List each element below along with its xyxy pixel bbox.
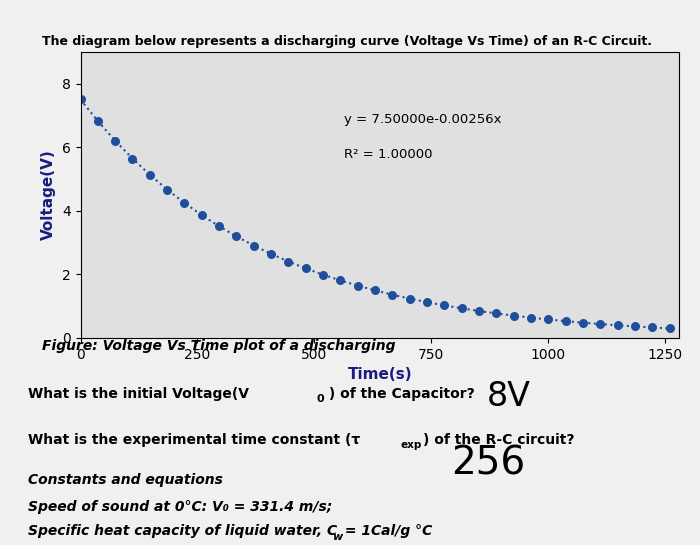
Point xyxy=(647,323,658,332)
Point xyxy=(542,315,554,324)
Text: R² = 1.00000: R² = 1.00000 xyxy=(344,148,433,161)
Point xyxy=(578,318,589,327)
Y-axis label: Voltage(V): Voltage(V) xyxy=(41,149,56,240)
Text: Speed of sound at 0°C: V₀ = 331.4 m/s;: Speed of sound at 0°C: V₀ = 331.4 m/s; xyxy=(28,500,332,514)
Point xyxy=(421,298,433,306)
Point xyxy=(179,198,190,207)
Point xyxy=(92,117,104,125)
Point xyxy=(629,322,641,331)
X-axis label: Time(s): Time(s) xyxy=(347,367,412,382)
Point xyxy=(231,232,242,241)
Point xyxy=(491,309,502,318)
Text: 256: 256 xyxy=(452,444,526,482)
Text: 8V: 8V xyxy=(486,380,531,413)
Text: Figure: Voltage Vs Time plot of a discharging: Figure: Voltage Vs Time plot of a discha… xyxy=(42,339,395,353)
Text: What is the initial Voltage(V: What is the initial Voltage(V xyxy=(28,387,249,401)
Text: = 1Cal/g °C: = 1Cal/g °C xyxy=(340,524,432,538)
Point xyxy=(439,301,450,310)
Point xyxy=(196,211,207,220)
Text: The diagram below represents a discharging curve (Voltage Vs Time) of an R-C Cir: The diagram below represents a dischargi… xyxy=(42,35,652,49)
Point xyxy=(75,95,86,104)
Text: exp: exp xyxy=(400,440,422,450)
Point xyxy=(387,290,398,299)
Point xyxy=(144,171,155,179)
Point xyxy=(456,304,468,313)
Point xyxy=(352,281,363,290)
Text: w: w xyxy=(332,531,343,542)
Point xyxy=(473,307,484,316)
Point xyxy=(404,294,415,303)
Point xyxy=(248,241,260,250)
Point xyxy=(127,154,138,163)
Point xyxy=(214,222,225,231)
Text: ) of the Capacitor?: ) of the Capacitor? xyxy=(324,387,475,401)
Point xyxy=(664,324,676,333)
Point xyxy=(300,264,312,273)
Point xyxy=(162,185,173,194)
Point xyxy=(526,313,537,322)
Point xyxy=(335,276,346,285)
Point xyxy=(110,136,121,145)
Point xyxy=(318,270,329,279)
Point xyxy=(265,250,276,258)
Point xyxy=(612,321,623,330)
Text: Specific heat capacity of liquid water, C: Specific heat capacity of liquid water, … xyxy=(28,524,337,538)
Text: What is the experimental time constant (τ: What is the experimental time constant (… xyxy=(28,433,360,447)
Point xyxy=(595,320,606,329)
Point xyxy=(560,317,571,325)
Point xyxy=(508,311,519,320)
Text: y = 7.50000e-0.00256x: y = 7.50000e-0.00256x xyxy=(344,113,501,126)
Point xyxy=(283,257,294,266)
Text: ) of the R-C circuit?: ) of the R-C circuit? xyxy=(423,433,574,447)
Point xyxy=(370,286,381,295)
Text: Constants and equations: Constants and equations xyxy=(28,473,223,487)
Text: 0: 0 xyxy=(316,394,324,404)
